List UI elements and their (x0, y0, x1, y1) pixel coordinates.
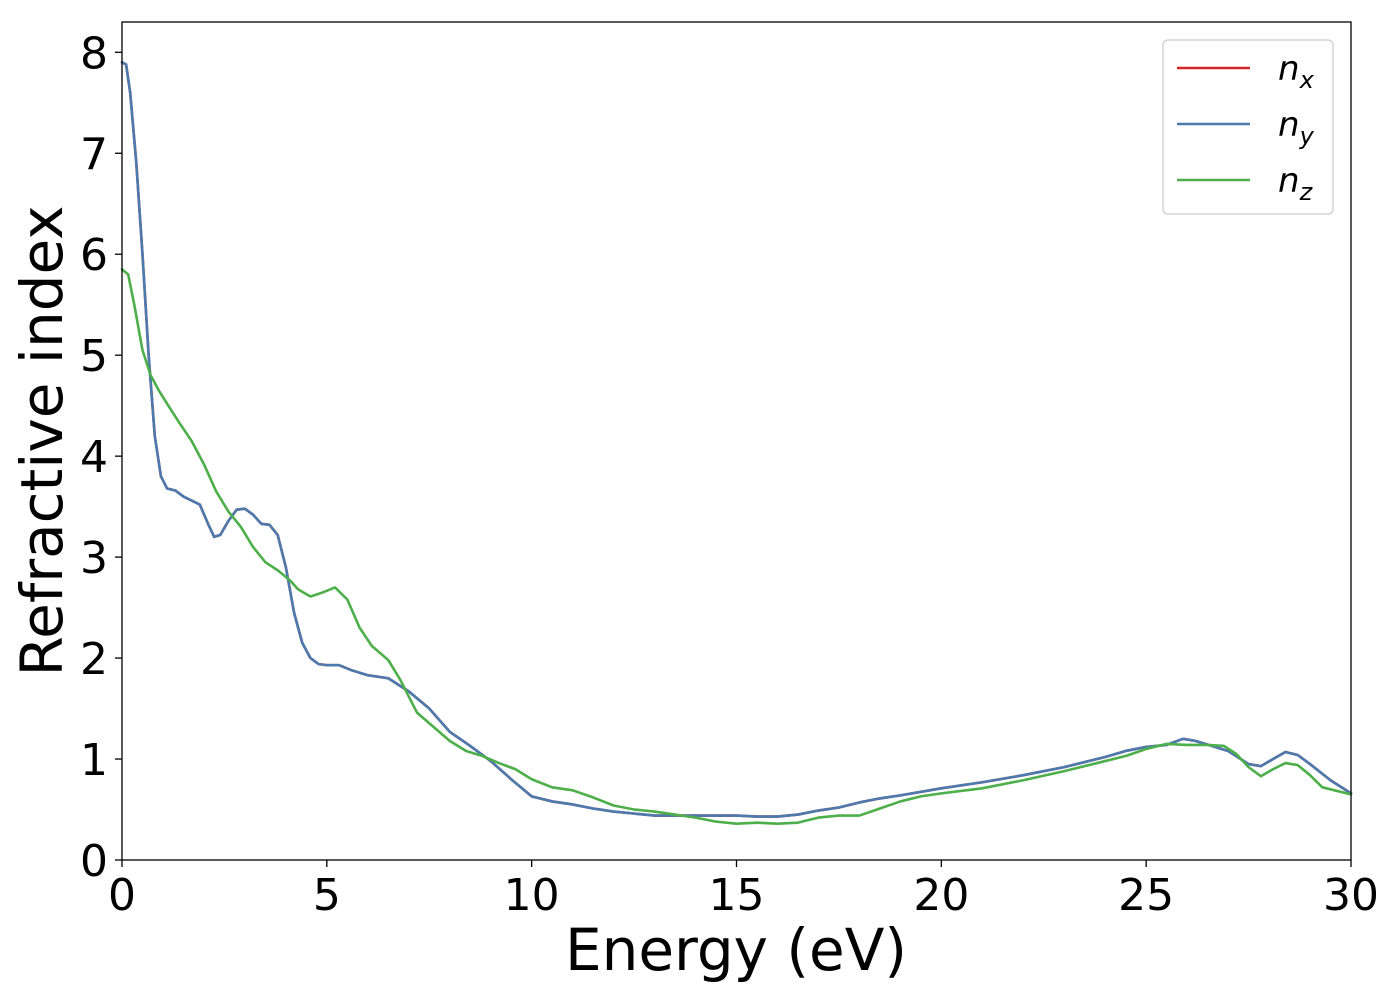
legend-label-n-z: nz (1278, 161, 1314, 206)
y-tick-label: 8 (80, 28, 108, 79)
y-tick-label: 3 (80, 533, 108, 584)
x-tick-label: 0 (108, 870, 136, 921)
series-layer (120, 61, 1353, 825)
y-tick-label: 1 (80, 735, 108, 786)
y-tick-label: 7 (80, 129, 108, 180)
y-tick-label: 0 (80, 836, 108, 887)
x-tick-label: 15 (709, 870, 765, 921)
y-axis-ticks: 0 1 2 3 4 5 6 7 8 (80, 28, 122, 887)
x-tick-label: 20 (913, 870, 969, 921)
legend-frame (1162, 39, 1334, 215)
x-tick-label: 30 (1323, 870, 1379, 921)
x-tick-label: 5 (313, 870, 341, 921)
y-tick-label: 2 (80, 634, 108, 685)
y-tick-label: 4 (80, 432, 108, 483)
x-axis-label: Energy (eV) (565, 916, 907, 984)
legend-label-n-y: ny (1278, 105, 1315, 150)
legend-label-n-x: nx (1278, 49, 1315, 94)
legend-items: nx ny nz (1177, 49, 1315, 206)
series-line-n-z (120, 268, 1353, 825)
x-tick-label: 25 (1118, 870, 1174, 921)
y-axis-label: Refractive index (8, 205, 76, 676)
x-tick-label: 10 (504, 870, 560, 921)
x-axis-ticks: 0 5 10 15 20 25 30 (108, 860, 1379, 921)
y-tick-label: 6 (80, 230, 108, 281)
legend: nx ny nz (1162, 39, 1334, 215)
y-tick-label: 5 (80, 331, 108, 382)
